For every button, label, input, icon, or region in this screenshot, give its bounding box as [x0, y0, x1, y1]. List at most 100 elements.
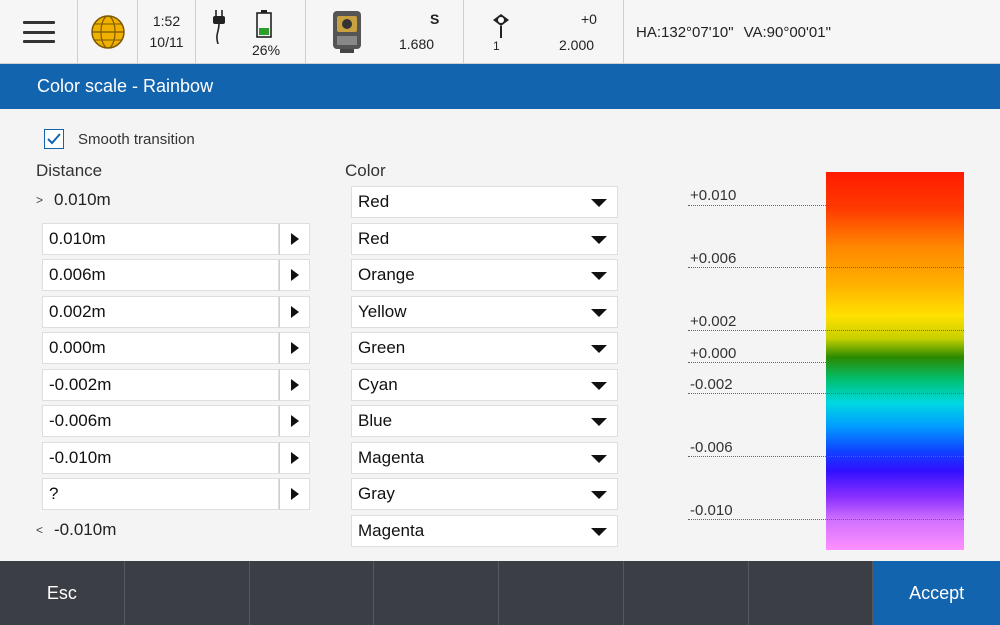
- color-dropdown[interactable]: Red: [351, 186, 618, 218]
- scale-tick: [688, 456, 964, 457]
- color-value: Orange: [358, 265, 415, 284]
- rainbow-color-bar: [826, 172, 964, 550]
- distance-row: 0.010m: [42, 223, 310, 255]
- scale-tick: [688, 362, 964, 363]
- arrow-right-icon: [290, 488, 299, 500]
- distance-menu-button[interactable]: [279, 369, 310, 401]
- distance-input[interactable]: -0.010m: [42, 442, 279, 474]
- instrument-status[interactable]: S 1.680: [306, 0, 464, 64]
- upper-bound: > 0.010m: [36, 190, 111, 210]
- color-value: Magenta: [358, 521, 425, 540]
- color-value: Blue: [358, 411, 393, 430]
- distance-row: -0.006m: [42, 405, 310, 437]
- softkey-empty[interactable]: [250, 561, 375, 625]
- smooth-transition-checkbox[interactable]: [44, 129, 64, 149]
- color-value: Red: [358, 192, 390, 211]
- color-value: Yellow: [358, 302, 407, 321]
- smooth-transition-label: Smooth transition: [78, 130, 195, 148]
- chevron-down-icon: [591, 199, 607, 207]
- arrow-right-icon: [290, 269, 299, 281]
- menu-button[interactable]: [0, 0, 78, 64]
- arrow-right-icon: [290, 306, 299, 318]
- softkey-empty[interactable]: [499, 561, 624, 625]
- chevron-down-icon: [591, 418, 607, 426]
- distance-menu-button[interactable]: [279, 259, 310, 291]
- color-scale-legend: +0.010 +0.006 +0.002 +0.000 -0.002 -0.00…: [688, 172, 964, 552]
- chevron-down-icon: [591, 236, 607, 244]
- chevron-down-icon: [591, 491, 607, 499]
- gnss-button[interactable]: [78, 0, 138, 64]
- scale-label: +0.002: [690, 313, 737, 330]
- scale-tick: [688, 330, 964, 331]
- target-status[interactable]: 1 +0 2.000: [464, 0, 624, 64]
- color-dropdown[interactable]: Cyan: [351, 369, 618, 401]
- color-dropdown[interactable]: Red: [351, 223, 618, 255]
- distance-input[interactable]: ?: [42, 478, 279, 510]
- horizontal-angle: HA:132°07'10": [636, 23, 734, 41]
- color-dropdown[interactable]: Green: [351, 332, 618, 364]
- upper-bound-value: 0.010m: [54, 190, 111, 209]
- softkey-empty[interactable]: [749, 561, 874, 625]
- scale-tick: [688, 519, 964, 520]
- color-value: Cyan: [358, 375, 398, 394]
- distance-menu-button[interactable]: [279, 442, 310, 474]
- color-dropdown[interactable]: Magenta: [351, 515, 618, 547]
- page-title-bar: Color scale - Rainbow: [0, 64, 1000, 109]
- distance-menu-button[interactable]: [279, 405, 310, 437]
- color-dropdown[interactable]: Magenta: [351, 442, 618, 474]
- softkey-empty[interactable]: [125, 561, 250, 625]
- arrow-right-icon: [290, 452, 299, 464]
- page-title: Color scale - Rainbow: [37, 76, 214, 96]
- color-value: Green: [358, 338, 406, 357]
- distance-input[interactable]: 0.006m: [42, 259, 279, 291]
- distance-menu-button[interactable]: [279, 478, 310, 510]
- power-status[interactable]: 26%: [196, 0, 306, 64]
- scale-label: -0.010: [690, 502, 733, 519]
- softkey-bar: Esc Accept: [0, 561, 1000, 625]
- angle-readout[interactable]: HA:132°07'10" VA:90°00'01": [624, 0, 1000, 64]
- status-bar: 1:52 10/11 26% S 1.680: [0, 0, 1000, 64]
- lower-bound: < -0.010m: [36, 520, 116, 540]
- color-dropdown[interactable]: Gray: [351, 478, 618, 510]
- less-than-symbol: <: [36, 523, 44, 537]
- distance-row: -0.002m: [42, 369, 310, 401]
- scale-label: -0.006: [690, 439, 733, 456]
- smooth-transition-option[interactable]: Smooth transition: [44, 129, 195, 149]
- target-offset: +0: [581, 11, 597, 27]
- distance-input[interactable]: 0.002m: [42, 296, 279, 328]
- total-station-icon: [333, 11, 361, 53]
- hamburger-icon: [22, 21, 55, 43]
- softkey-empty[interactable]: [624, 561, 749, 625]
- distance-menu-button[interactable]: [279, 296, 310, 328]
- instrument-label: S: [430, 11, 440, 27]
- chevron-down-icon: [591, 455, 607, 463]
- distance-menu-button[interactable]: [279, 223, 310, 255]
- color-dropdown[interactable]: Orange: [351, 259, 618, 291]
- distance-menu-button[interactable]: [279, 332, 310, 364]
- color-dropdown[interactable]: Blue: [351, 405, 618, 437]
- distance-row: 0.006m: [42, 259, 310, 291]
- chevron-down-icon: [591, 272, 607, 280]
- esc-button[interactable]: Esc: [0, 561, 125, 625]
- color-dropdown[interactable]: Yellow: [351, 296, 618, 328]
- accept-button[interactable]: Accept: [873, 561, 1000, 625]
- vertical-angle: VA:90°00'01": [743, 23, 831, 41]
- distance-row: 0.000m: [42, 332, 310, 364]
- distance-input[interactable]: 0.010m: [42, 223, 279, 255]
- battery-percent: 26%: [252, 42, 281, 58]
- color-value: Gray: [358, 484, 395, 503]
- distance-input[interactable]: -0.002m: [42, 369, 279, 401]
- arrow-right-icon: [290, 233, 299, 245]
- softkey-empty[interactable]: [374, 561, 499, 625]
- target-number: 1: [493, 39, 500, 53]
- scale-label: +0.006: [690, 250, 737, 267]
- color-scale-form: Smooth transition Distance Color > 0.010…: [0, 109, 1000, 561]
- distance-input[interactable]: 0.000m: [42, 332, 279, 364]
- color-value: Magenta: [358, 448, 425, 467]
- globe-icon: [90, 15, 125, 49]
- distance-input[interactable]: -0.006m: [42, 405, 279, 437]
- time-text: 1:52: [152, 13, 181, 29]
- battery-icon: [256, 10, 272, 38]
- scale-label: +0.010: [690, 187, 737, 204]
- lower-bound-value: -0.010m: [54, 520, 117, 539]
